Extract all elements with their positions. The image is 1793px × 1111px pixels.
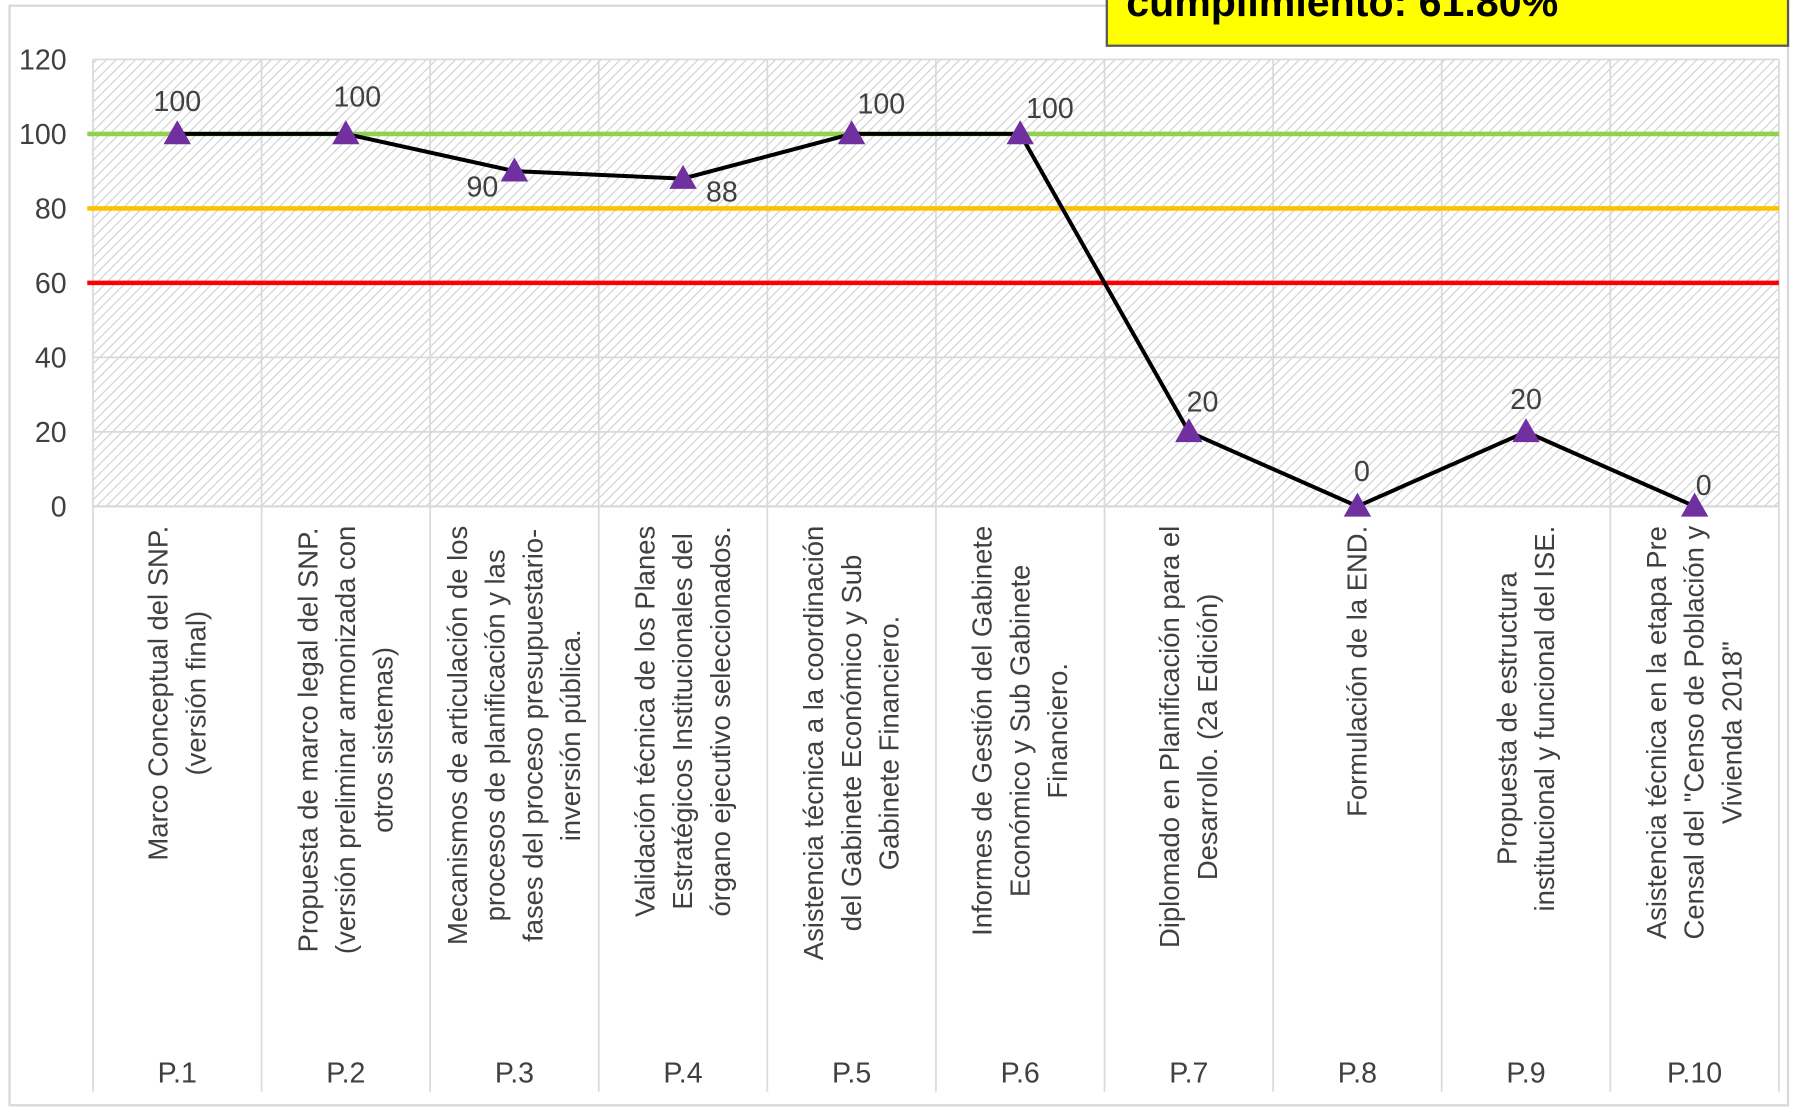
category-label-line: Mecanismos de articulación de los xyxy=(442,526,473,945)
y-tick-label: 60 xyxy=(35,268,67,300)
category-label: Validación técnica de los Planes Estratég… xyxy=(629,526,735,917)
marker xyxy=(1680,492,1709,517)
data-label: 0 xyxy=(1354,456,1370,488)
y-tick-label: 100 xyxy=(19,119,67,151)
x-tick-label: P.8 xyxy=(1338,1057,1377,1089)
data-label: 100 xyxy=(1026,93,1074,125)
marker xyxy=(1175,418,1203,443)
x-tick-label: P.1 xyxy=(158,1057,197,1089)
category-label-line: Desarrollo. (2a Edición) xyxy=(1192,594,1223,881)
category-label-line: Marco Conceptual del SNP. xyxy=(143,526,174,861)
category-label-line: órgano ejecutivo seleccionados. xyxy=(705,526,736,916)
category-label: Mecanismos de articulación de los proceso… xyxy=(442,526,586,945)
category-label-line: fases del proceso presupuestario- xyxy=(517,529,548,942)
category-label-line: Económico y Sub Gabinete xyxy=(1004,565,1035,897)
category-label-line: Financiero. xyxy=(1042,663,1073,799)
data-label: 100 xyxy=(858,88,906,120)
marker xyxy=(669,164,697,189)
x-tick-label: P.2 xyxy=(326,1057,365,1089)
marker xyxy=(1512,418,1540,443)
category-label-line: (versión final) xyxy=(180,611,211,776)
marker xyxy=(163,120,191,145)
data-label: 20 xyxy=(1510,384,1542,416)
marker xyxy=(500,157,529,182)
y-tick-label: 120 xyxy=(19,45,67,77)
x-tick-label: P.6 xyxy=(1001,1057,1040,1089)
annotation-box xyxy=(1105,0,1790,47)
marker xyxy=(1343,492,1372,517)
category-label-line: Censal del "Censo de Población y xyxy=(1679,525,1710,939)
marker xyxy=(837,120,866,145)
category-label: Asistencia técnica a la coordinación del … xyxy=(798,526,904,960)
category-label-line: Formulación de la END. xyxy=(1342,526,1373,817)
annotation: cumplimiento: 61.80% xyxy=(1126,0,1558,25)
data-label: 100 xyxy=(333,81,381,113)
category-label-line: Informes de Gestión del Gabinete xyxy=(967,526,998,936)
category-label: Informes de Gestión del Gabinete Económic… xyxy=(967,526,1073,936)
category-label-line: del Gabinete Económico y Sub xyxy=(836,555,867,932)
x-tick-label: P.4 xyxy=(663,1057,702,1089)
y-tick-label: 80 xyxy=(35,194,67,226)
category-label-line: Gabinete Financiero. xyxy=(874,616,905,871)
category-label-line: otros sistemas) xyxy=(368,647,399,833)
category-label: Formulación de la END. xyxy=(1342,526,1373,817)
category-label-line: institucional y funcional del ISE. xyxy=(1529,526,1560,912)
data-label: 100 xyxy=(153,86,201,118)
data-label: 90 xyxy=(467,171,499,203)
category-label-line: Diplomado en Planificación para el xyxy=(1154,526,1185,948)
category-label-line: Estratégicos Institucionales del xyxy=(667,533,698,910)
category-label: Propuesta de estructura institucional y f… xyxy=(1491,526,1560,912)
data-label: 20 xyxy=(1187,386,1219,418)
category-label: Asistencia técnica en la etapa Pre Censal… xyxy=(1641,525,1747,939)
x-tick-label: P.9 xyxy=(1506,1057,1545,1089)
marker xyxy=(1006,120,1034,145)
category-label-line: Propuesta de marco legal del SNP. xyxy=(292,528,323,953)
category-label-line: Asistencia técnica a la coordinación xyxy=(798,526,829,960)
series-line xyxy=(177,131,1696,509)
category-label-line: (versión preliminar armonizada con xyxy=(330,526,361,954)
x-tick-label: P.7 xyxy=(1169,1057,1208,1089)
category-label-line: Validación técnica de los Planes xyxy=(629,526,660,917)
category-label: Marco Conceptual del SNP. (versión final) xyxy=(143,526,212,861)
category-label: Propuesta de marco legal del SNP. (versió… xyxy=(292,526,398,954)
category-label-line: Vivienda 2018" xyxy=(1716,641,1747,824)
x-tick-label: P.3 xyxy=(495,1057,534,1089)
x-tick-label: P.5 xyxy=(832,1057,871,1089)
category-label-line: inversión pública. xyxy=(555,629,586,841)
category-label-line: Asistencia técnica en la etapa Pre xyxy=(1641,526,1672,939)
y-tick-label: 40 xyxy=(35,343,67,375)
y-tick-label: 0 xyxy=(51,492,67,524)
category-label: Diplomado en Planificación para el Desarr… xyxy=(1154,526,1223,948)
category-label-line: Propuesta de estructura xyxy=(1491,572,1522,865)
data-label: 0 xyxy=(1696,470,1712,502)
y-tick-label: 20 xyxy=(35,417,67,449)
marker xyxy=(332,120,360,145)
data-label: 88 xyxy=(706,176,738,208)
category-label-line: procesos de planificación y las xyxy=(480,549,511,921)
x-tick-label: P.10 xyxy=(1667,1057,1722,1089)
